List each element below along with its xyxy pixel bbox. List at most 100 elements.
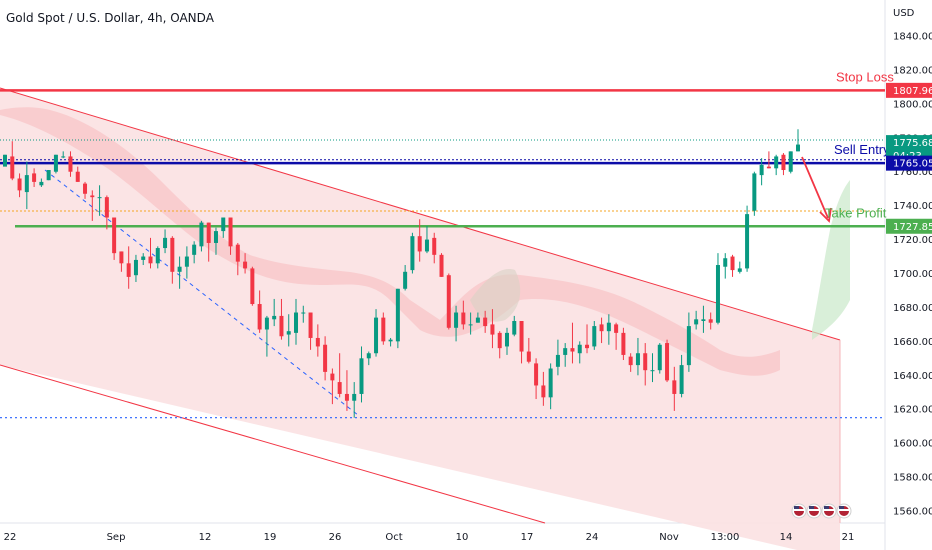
candle[interactable] xyxy=(614,322,619,350)
candle[interactable] xyxy=(374,309,379,357)
candle[interactable] xyxy=(628,353,633,372)
candle[interactable] xyxy=(308,312,313,350)
candle[interactable] xyxy=(519,321,524,364)
candle[interactable] xyxy=(439,253,444,277)
candle[interactable] xyxy=(177,256,182,289)
candle[interactable] xyxy=(206,222,211,262)
candle[interactable] xyxy=(235,242,240,276)
candle[interactable] xyxy=(686,312,691,372)
candle[interactable] xyxy=(745,205,750,272)
candle[interactable] xyxy=(344,370,349,411)
candle[interactable] xyxy=(213,227,218,255)
candle[interactable] xyxy=(752,171,757,216)
candle[interactable] xyxy=(490,309,495,349)
candle[interactable] xyxy=(119,251,124,272)
candle[interactable] xyxy=(461,300,466,330)
candle[interactable] xyxy=(526,337,531,364)
candle[interactable] xyxy=(250,266,255,306)
candle[interactable] xyxy=(548,363,553,410)
candle[interactable] xyxy=(592,321,597,350)
candle[interactable] xyxy=(163,229,168,254)
candle[interactable] xyxy=(504,327,509,355)
candle[interactable] xyxy=(366,351,371,366)
candle[interactable] xyxy=(148,237,153,269)
candle[interactable] xyxy=(432,232,437,264)
candle[interactable] xyxy=(737,261,742,274)
candle[interactable] xyxy=(563,343,568,367)
candle[interactable] xyxy=(279,298,284,340)
candle[interactable] xyxy=(97,185,102,216)
candle[interactable] xyxy=(112,217,117,260)
candle[interactable] xyxy=(417,219,422,262)
candle[interactable] xyxy=(534,358,539,400)
candle[interactable] xyxy=(766,151,771,169)
candle[interactable] xyxy=(133,254,138,282)
candle[interactable] xyxy=(323,336,328,381)
candle[interactable] xyxy=(46,170,51,181)
candle[interactable] xyxy=(24,161,29,210)
candle[interactable] xyxy=(483,310,488,333)
candle[interactable] xyxy=(446,273,451,330)
candle[interactable] xyxy=(635,337,640,376)
candle[interactable] xyxy=(541,371,546,406)
candle[interactable] xyxy=(53,154,58,174)
candle[interactable] xyxy=(585,324,590,354)
candle[interactable] xyxy=(381,312,386,345)
candle[interactable] xyxy=(796,129,800,152)
candle[interactable] xyxy=(359,346,364,403)
candlestick-series[interactable] xyxy=(3,129,800,418)
candle[interactable] xyxy=(126,246,131,289)
candle[interactable] xyxy=(606,314,611,345)
candle[interactable] xyxy=(388,337,393,347)
candle[interactable] xyxy=(286,314,291,347)
candle[interactable] xyxy=(192,241,197,264)
candle[interactable] xyxy=(403,265,408,291)
candle[interactable] xyxy=(17,173,22,198)
candle[interactable] xyxy=(199,220,204,252)
candle[interactable] xyxy=(759,158,764,186)
time-axis[interactable]: 22 Sep 12 19 26 Oct 10 17 24 Nov 13:00 14 21 xyxy=(4,532,855,543)
candle[interactable] xyxy=(337,353,342,398)
candle[interactable] xyxy=(781,153,786,176)
candle[interactable] xyxy=(679,354,684,398)
candle[interactable] xyxy=(694,310,699,330)
candle[interactable] xyxy=(155,246,160,269)
candle[interactable] xyxy=(68,151,73,177)
candle[interactable] xyxy=(141,253,146,266)
candle[interactable] xyxy=(104,195,109,230)
candle[interactable] xyxy=(650,353,655,383)
us-flag-icon[interactable] xyxy=(791,503,807,519)
candle[interactable] xyxy=(723,253,728,279)
candle[interactable] xyxy=(170,236,175,284)
candle[interactable] xyxy=(570,322,575,364)
us-flag-icon[interactable] xyxy=(836,503,852,519)
candle[interactable] xyxy=(599,317,604,344)
candle[interactable] xyxy=(315,324,320,357)
candle[interactable] xyxy=(657,343,662,374)
candle[interactable] xyxy=(715,253,720,325)
candle[interactable] xyxy=(621,327,626,361)
price-axis[interactable]: 1560.00 1580.00 1600.00 1620.00 1640.00 1660.… xyxy=(893,32,932,518)
candle[interactable] xyxy=(61,151,66,159)
candle[interactable] xyxy=(257,290,262,333)
candle[interactable] xyxy=(512,315,517,337)
candle[interactable] xyxy=(424,226,429,254)
candle[interactable] xyxy=(454,305,459,342)
economic-events[interactable] xyxy=(791,503,852,519)
candle[interactable] xyxy=(32,168,37,187)
candle[interactable] xyxy=(788,151,793,174)
candle[interactable] xyxy=(301,305,306,323)
candle[interactable] xyxy=(39,178,44,187)
candle[interactable] xyxy=(3,154,7,167)
candle[interactable] xyxy=(264,315,269,357)
candle[interactable] xyxy=(243,253,248,274)
candle[interactable] xyxy=(221,217,226,238)
candle[interactable] xyxy=(475,312,480,323)
candle[interactable] xyxy=(75,166,80,182)
candle[interactable] xyxy=(468,312,473,335)
candle[interactable] xyxy=(672,366,677,411)
candle[interactable] xyxy=(83,181,88,199)
candle[interactable] xyxy=(555,339,560,376)
candle[interactable] xyxy=(294,298,299,345)
candle[interactable] xyxy=(330,368,335,405)
